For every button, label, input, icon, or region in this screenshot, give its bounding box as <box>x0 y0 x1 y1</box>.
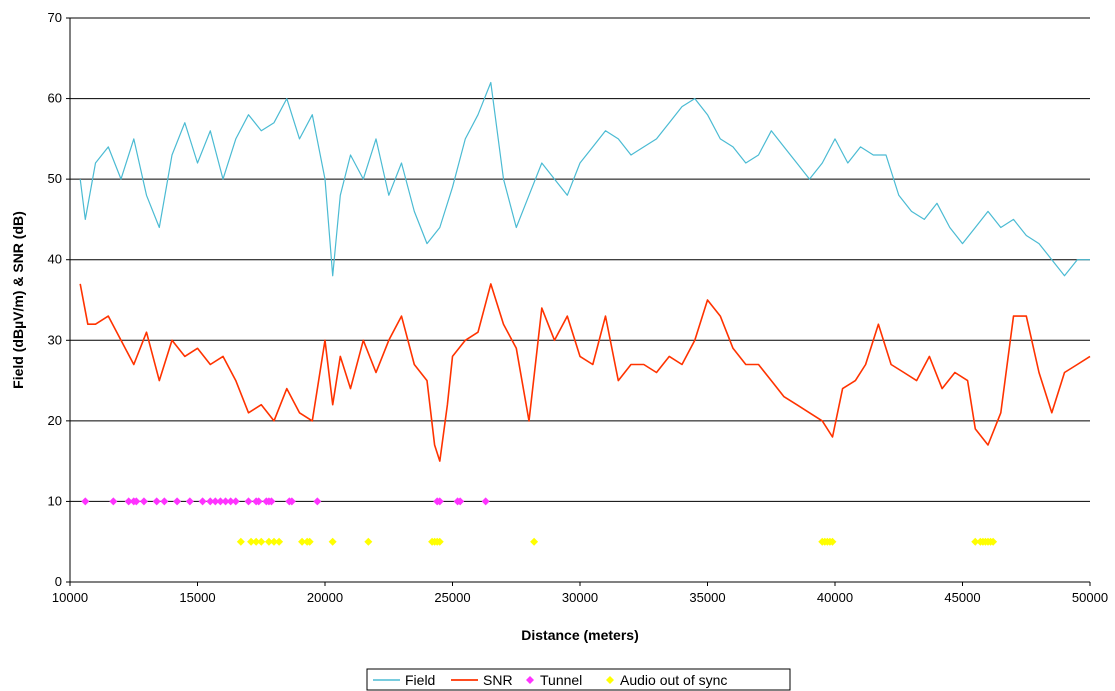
series-tunnel-point <box>226 497 235 506</box>
series-tunnel-point <box>456 497 465 506</box>
series-tunnel-point <box>244 497 253 506</box>
x-axis-title: Distance (meters) <box>521 627 639 643</box>
x-tick-label: 40000 <box>817 590 853 605</box>
series-audio-out-of-sync-point <box>264 537 273 546</box>
y-tick-label: 70 <box>48 10 62 25</box>
series-tunnel-point <box>221 497 230 506</box>
series-tunnel-point <box>216 497 225 506</box>
x-tick-label: 45000 <box>944 590 980 605</box>
y-axis-ticks: 0 10 20 30 40 50 60 70 <box>48 10 70 589</box>
y-axis-title: Field (dBµV/m) & SNR (dB) <box>10 211 26 389</box>
legend-tunnel-label: Tunnel <box>540 672 582 688</box>
legend: Field SNR Tunnel Audio out of sync <box>366 668 791 691</box>
legend-audio-label: Audio out of sync <box>620 672 727 688</box>
series-audio-out-of-sync-point <box>435 537 444 546</box>
y-tick-label: 0 <box>55 574 62 589</box>
series-tunnel-point <box>287 497 296 506</box>
series-audio-out-of-sync-point <box>305 537 314 546</box>
x-tick-label: 50000 <box>1072 590 1108 605</box>
series-tunnel-point <box>81 497 90 506</box>
series-audio-out-of-sync-point <box>236 537 245 546</box>
series-tunnel-point <box>481 497 490 506</box>
series-tunnel-point <box>313 497 322 506</box>
series-tunnel-point <box>173 497 182 506</box>
series-tunnel-point <box>152 497 161 506</box>
y-tick-label: 40 <box>48 252 62 267</box>
series-tunnel-point <box>132 497 141 506</box>
series-tunnel-point <box>124 497 133 506</box>
series-audio-out-of-sync-point <box>530 537 539 546</box>
legend-field-label: Field <box>405 672 435 688</box>
x-axis-ticks: 10000 15000 20000 25000 30000 35000 40000 45000… <box>52 582 1108 605</box>
series-audio-out-of-sync-point <box>828 537 837 546</box>
series-audio-out-of-sync-point <box>971 537 980 546</box>
series-audio-out-of-sync-point <box>257 537 266 546</box>
y-tick-label: 10 <box>48 493 62 508</box>
series-audio-out-of-sync-point <box>252 537 261 546</box>
plot-series <box>79 81 1091 546</box>
series-audio-out-of-sync-point <box>270 537 278 546</box>
x-tick-label: 15000 <box>179 590 215 605</box>
series-tunnel-point <box>211 497 220 506</box>
series-audio-out-of-sync-point <box>275 537 284 546</box>
series-audio-out-of-sync-point <box>328 537 337 546</box>
series-tunnel-point <box>185 497 194 506</box>
legend-audio-marker <box>606 676 614 684</box>
series-tunnel-point <box>267 497 276 506</box>
legend-tunnel-marker <box>526 676 534 684</box>
x-tick-label: 10000 <box>52 590 88 605</box>
y-tick-label: 20 <box>48 413 62 428</box>
series-tunnel-point <box>109 497 118 506</box>
series-tunnel-point <box>254 497 263 506</box>
series-field-line <box>79 81 1090 277</box>
series-tunnel-point <box>198 497 207 506</box>
series-audio-out-of-sync-point <box>298 537 307 546</box>
series-audio-out-of-sync-point <box>247 537 256 546</box>
legend-snr-label: SNR <box>483 672 513 688</box>
y-tick-label: 60 <box>48 91 62 106</box>
series-tunnel-point <box>139 497 148 506</box>
legend-box <box>366 668 791 691</box>
x-tick-label: 25000 <box>434 590 470 605</box>
x-tick-label: 30000 <box>562 590 598 605</box>
series-tunnel-point <box>206 497 215 506</box>
series-audio-out-of-sync-point <box>989 537 998 546</box>
series-tunnel-point <box>160 497 169 506</box>
series-audio-out-of-sync-point <box>364 537 373 546</box>
x-tick-label: 20000 <box>307 590 343 605</box>
y-tick-label: 30 <box>48 332 62 347</box>
series-snr-line <box>79 283 1091 462</box>
series-tunnel-point <box>435 497 444 506</box>
gridlines <box>70 17 1090 502</box>
x-tick-label: 35000 <box>689 590 725 605</box>
series-tunnel-point <box>231 497 240 506</box>
y-tick-label: 50 <box>48 171 62 186</box>
